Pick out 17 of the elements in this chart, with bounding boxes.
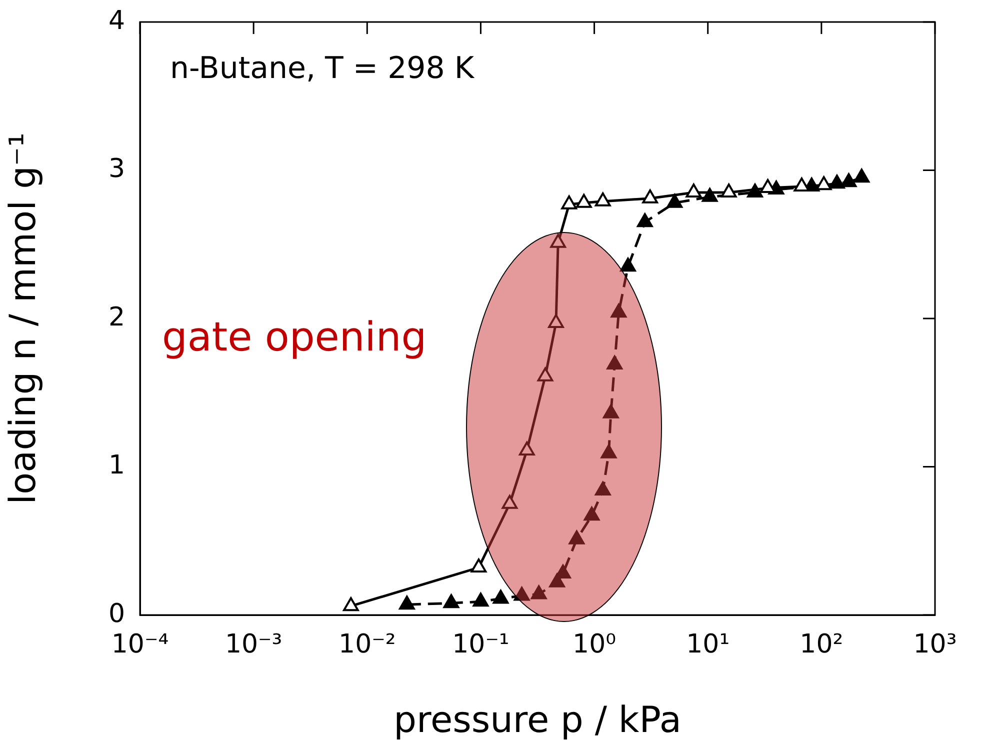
y-tick-label: 2 — [108, 302, 125, 332]
y-axis-title: loading n / mmol g⁻¹ — [2, 132, 44, 504]
x-tick-label: 10⁻⁴ — [111, 629, 169, 660]
annotation: gate opening — [162, 314, 427, 360]
x-tick-label: 10⁻² — [338, 629, 396, 660]
y-tick-label: 1 — [108, 450, 125, 480]
x-tick-label: 10⁰ — [572, 629, 616, 660]
x-tick-label: 10² — [800, 629, 844, 660]
x-tick-label: 10⁻¹ — [452, 629, 510, 660]
x-axis-title: pressure p / kPa — [394, 700, 682, 741]
y-tick-label: 4 — [108, 6, 125, 36]
x-tick-label: 10⁻³ — [224, 629, 282, 660]
y-tick-label: 0 — [108, 598, 125, 629]
x-tick-label: 10¹ — [686, 629, 730, 660]
x-tick-label: 10³ — [913, 629, 957, 660]
annotation: n-Butane, T = 298 K — [170, 50, 476, 86]
y-tick-label: 3 — [108, 154, 125, 184]
